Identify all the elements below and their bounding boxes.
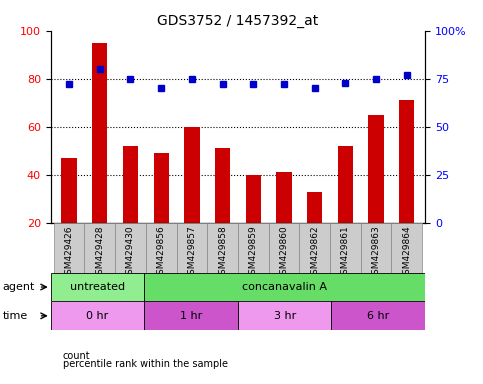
- Bar: [51, 273, 144, 301]
- Text: 1 hr: 1 hr: [180, 311, 202, 321]
- Bar: [299, 223, 330, 273]
- Text: untreated: untreated: [70, 282, 125, 292]
- Text: GSM429863: GSM429863: [371, 225, 381, 280]
- Bar: [238, 301, 331, 330]
- Bar: [269, 223, 299, 273]
- Text: concanavalin A: concanavalin A: [242, 282, 327, 292]
- Bar: [85, 223, 115, 273]
- Text: GSM429859: GSM429859: [249, 225, 258, 280]
- Bar: [61, 158, 77, 271]
- Bar: [184, 127, 199, 271]
- Text: GSM429861: GSM429861: [341, 225, 350, 280]
- Title: GDS3752 / 1457392_at: GDS3752 / 1457392_at: [157, 14, 318, 28]
- Text: agent: agent: [2, 282, 35, 292]
- Bar: [238, 223, 269, 273]
- Bar: [245, 175, 261, 271]
- Bar: [123, 146, 138, 271]
- Text: GSM429858: GSM429858: [218, 225, 227, 280]
- Bar: [154, 153, 169, 271]
- Text: count: count: [63, 351, 90, 361]
- Text: GSM429426: GSM429426: [65, 225, 73, 280]
- Bar: [215, 148, 230, 271]
- Bar: [92, 43, 108, 271]
- Bar: [51, 301, 144, 330]
- Text: GSM429856: GSM429856: [156, 225, 166, 280]
- Text: 6 hr: 6 hr: [367, 311, 389, 321]
- Text: percentile rank within the sample: percentile rank within the sample: [63, 359, 228, 369]
- Bar: [368, 115, 384, 271]
- Bar: [361, 223, 391, 273]
- Bar: [391, 223, 422, 273]
- Bar: [399, 100, 414, 271]
- Bar: [146, 223, 176, 273]
- Bar: [207, 223, 238, 273]
- Text: time: time: [2, 311, 28, 321]
- Text: 3 hr: 3 hr: [273, 311, 296, 321]
- Bar: [176, 223, 207, 273]
- Text: GSM429430: GSM429430: [126, 225, 135, 280]
- Text: GSM429428: GSM429428: [95, 225, 104, 280]
- Bar: [144, 273, 425, 301]
- Bar: [276, 172, 292, 271]
- Text: 0 hr: 0 hr: [86, 311, 109, 321]
- Bar: [54, 223, 85, 273]
- Text: GSM429857: GSM429857: [187, 225, 197, 280]
- Bar: [144, 301, 238, 330]
- Bar: [307, 192, 322, 271]
- Text: GSM429862: GSM429862: [310, 225, 319, 280]
- Bar: [331, 301, 425, 330]
- Bar: [115, 223, 146, 273]
- Bar: [330, 223, 361, 273]
- Bar: [338, 146, 353, 271]
- Text: GSM429860: GSM429860: [279, 225, 288, 280]
- Text: GSM429864: GSM429864: [402, 225, 411, 280]
